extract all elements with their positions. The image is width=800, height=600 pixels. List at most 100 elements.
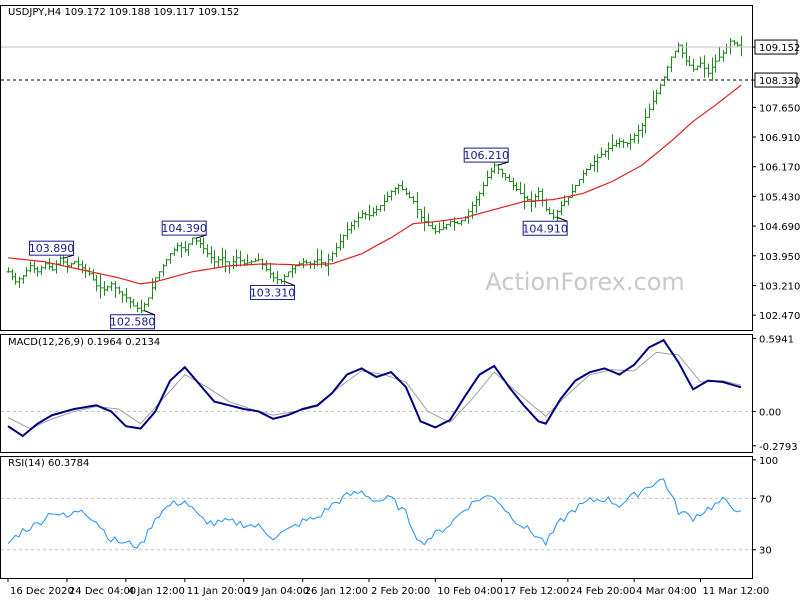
ohlc-bar: [39, 265, 44, 275]
ohlc-bar: [396, 183, 401, 194]
ohlc-bar: [113, 281, 118, 298]
x-tick-label: 26 Jan 12:00: [305, 586, 368, 597]
ohlc-bar: [665, 65, 670, 80]
ohlc-bar: [72, 261, 77, 265]
price-tick-label: 103.210: [759, 281, 800, 292]
ohlc-bar: [378, 205, 383, 212]
ohlc-bar: [698, 56, 703, 69]
ohlc-bar: [654, 89, 659, 105]
ohlc-bar: [687, 55, 692, 67]
ohlc-bar: [599, 147, 604, 158]
ohlc-bar: [507, 174, 512, 183]
ohlc-bar: [643, 108, 648, 134]
ohlc-bar: [105, 285, 110, 292]
ohlc-bar: [334, 242, 339, 258]
ohlc-bar: [400, 180, 405, 191]
ohlc-bar: [124, 287, 129, 303]
ohlc-bar: [315, 248, 320, 267]
ohlc-bar: [485, 170, 490, 187]
ohlc-bar: [433, 225, 438, 235]
ohlc-bar: [264, 260, 269, 272]
ohlc-bar: [422, 206, 427, 232]
ohlc-bar: [658, 83, 663, 95]
x-tick-label: 11 Mar 12:00: [702, 586, 769, 597]
ohlc-bar: [617, 137, 622, 148]
ohlc-bar: [98, 274, 103, 299]
ohlc-bar: [437, 222, 442, 234]
ohlc-bar: [319, 249, 324, 268]
x-tick-label: 17 Feb 12:00: [504, 586, 570, 597]
annotation-leader: [556, 216, 568, 222]
ohlc-bar: [326, 253, 331, 276]
ohlc-bar: [573, 184, 578, 193]
rsi-tick-label: 70: [759, 494, 772, 505]
ohlc-bar: [131, 298, 136, 307]
annotation-leader: [498, 161, 509, 166]
ohlc-bar: [374, 205, 379, 216]
annotation-label: 106.210: [463, 149, 509, 162]
annotation-box: [522, 220, 568, 236]
ohlc-bar: [28, 261, 33, 273]
macd-tick-label: -0.2793: [759, 442, 798, 453]
rsi-tick-label: 100: [759, 456, 778, 467]
ohlc-bar: [536, 187, 541, 200]
macd-panel-frame: [0, 334, 753, 453]
macd-signal-line: [7, 351, 742, 430]
ohlc-bar: [477, 191, 482, 206]
price-tick-label: 109.152: [759, 43, 800, 54]
ohlc-bar: [588, 163, 593, 171]
ohlc-bar: [293, 264, 298, 274]
rsi-panel-frame: [0, 456, 753, 579]
ohlc-bar: [190, 237, 195, 245]
ohlc-bar: [175, 242, 180, 252]
ohlc-bar: [245, 254, 250, 266]
ohlc-bar: [411, 196, 416, 204]
ohlc-bar: [415, 192, 420, 219]
rsi-panel: 100 70 30: [1, 456, 778, 557]
ohlc-bar: [595, 153, 600, 173]
annotation-box: [250, 284, 296, 300]
rsi-tick-label: 30: [759, 546, 772, 557]
ohlc-bar: [356, 212, 361, 228]
level-price-box: [754, 72, 798, 88]
ohlc-bar: [352, 219, 357, 230]
ohlc-bar: [610, 134, 615, 152]
ohlc-bar: [691, 58, 696, 73]
ohlc-bar: [205, 244, 210, 258]
ohlc-bar: [256, 253, 261, 262]
ohlc-bar: [518, 181, 523, 195]
ohlc-bar: [628, 133, 633, 151]
moving-average-line: [7, 84, 742, 285]
annotation-leader: [284, 280, 295, 286]
ohlc-bar: [109, 281, 114, 291]
ohlc-bar: [168, 252, 173, 264]
watermark: ActionForex.com: [485, 268, 685, 296]
ohlc-bar: [50, 263, 55, 272]
price-tick-label: 106.170: [759, 163, 800, 174]
ohlc-bar: [186, 243, 191, 257]
price-tick-label: 107.650: [759, 103, 800, 114]
ohlc-bar: [717, 47, 722, 62]
annotation-box: [463, 147, 509, 163]
annotation-label: 102.580: [110, 316, 156, 329]
x-tick-label: 2 Feb 20:00: [371, 586, 430, 597]
ohlc-bar: [444, 223, 449, 230]
ohlc-bar: [345, 222, 350, 240]
price-tick-label: 102.470: [759, 311, 800, 322]
ohlc-bar: [330, 251, 335, 262]
ohlc-bar: [496, 164, 501, 175]
ohlc-bar: [223, 249, 228, 273]
ohlc-bar: [157, 271, 162, 281]
ohlc-bar: [234, 249, 239, 268]
ohlc-bar: [426, 213, 431, 227]
annotation-box: [161, 220, 207, 236]
ohlc-bar: [275, 270, 280, 285]
price-tick-label: 104.690: [759, 222, 800, 233]
annotation-box: [110, 314, 156, 330]
ohlc-bar: [577, 179, 582, 187]
ohlc-bar: [551, 209, 556, 220]
annotation-label: 104.390: [161, 222, 207, 235]
price-tick-label: 106.910: [759, 133, 800, 144]
ohlc-bar: [216, 255, 221, 268]
